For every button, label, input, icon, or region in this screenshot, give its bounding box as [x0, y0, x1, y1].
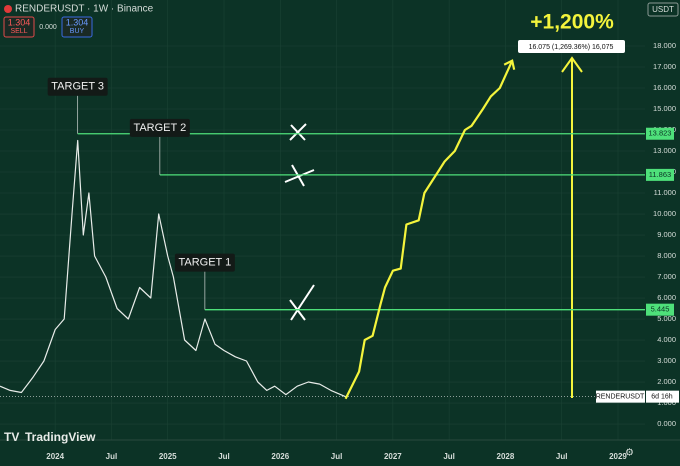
y-tick-label: 5.000	[657, 314, 676, 323]
y-tick-label: 16.000	[653, 83, 676, 92]
annotation-box	[174, 253, 235, 272]
sell-label: SELL	[10, 28, 27, 35]
y-tick-label: 4.000	[657, 335, 676, 344]
symbol-icon	[4, 5, 12, 13]
y-tick-label: 3.000	[657, 356, 676, 365]
projection-arrowhead	[503, 59, 516, 70]
y-tick-label: 8.000	[657, 251, 676, 260]
buy-button[interactable]	[61, 16, 93, 38]
settings-icon[interactable]: ⚙	[625, 448, 634, 459]
x-tick-label: 2027	[384, 452, 402, 461]
x-tick-label: 2029	[609, 452, 627, 461]
vertical-arrow	[561, 56, 583, 398]
y-tick-label: 10.000	[653, 209, 676, 218]
y-tick-label: 18.000	[653, 41, 676, 50]
y-tick-label: 15.000	[653, 104, 676, 113]
currency: USDT	[652, 5, 674, 14]
buy-label: BUY	[70, 28, 85, 35]
last-price-timer: 6d 16h	[651, 393, 673, 400]
level-label: 13.823	[649, 129, 672, 138]
level-label: 11.863	[649, 170, 671, 179]
annotation-label: TARGET 3	[51, 81, 104, 93]
level-chip	[646, 303, 674, 316]
annotation-box	[129, 118, 190, 137]
annotation-label: TARGET 2	[133, 122, 186, 134]
measure-box	[518, 40, 625, 53]
cross	[289, 123, 307, 141]
x-tick-label: Jul	[331, 452, 343, 461]
projection-line	[344, 60, 514, 400]
x-tick-label: Jul	[443, 452, 455, 461]
price-line	[0, 139, 346, 398]
level-label: 5.445	[651, 305, 670, 314]
annotation-label: TARGET 1	[178, 257, 231, 269]
y-tick-label: 17.000	[653, 62, 676, 71]
level-chip	[646, 168, 674, 181]
price-axis	[645, 0, 680, 466]
x-tick-label: Jul	[218, 452, 230, 461]
brand-logo: TV	[4, 430, 19, 444]
y-tick-label: 7.000	[657, 272, 676, 281]
y-tick-label: 2.000	[657, 377, 676, 386]
level-chip	[646, 127, 674, 140]
sell-button[interactable]	[3, 16, 35, 38]
measure-label: 16.075 (1,269.36%) 16,075	[529, 44, 614, 51]
x-tick-label: 2025	[159, 452, 177, 461]
x-tick-label: 2026	[271, 452, 289, 461]
y-tick-label: 13.000	[653, 146, 676, 155]
gain-label: +1,200%	[530, 11, 614, 34]
brand: TradingView	[25, 430, 96, 444]
symbol: RENDERUSDT · 1W · Binance	[15, 4, 154, 15]
y-tick-label: 6.000	[657, 293, 676, 302]
currency-select[interactable]	[647, 2, 679, 17]
y-tick-label: 9.000	[657, 230, 676, 239]
buy-price: 1.304	[66, 17, 89, 27]
last-price-chip	[596, 390, 645, 403]
last-price-name: RENDERUSDT	[596, 393, 645, 400]
y-tick-label: 11.000	[654, 188, 676, 197]
x-tick-label: 2024	[46, 452, 64, 461]
x-tick-label: Jul	[106, 452, 118, 461]
y-tick-label: 0.000	[657, 419, 676, 428]
arrow-head	[561, 56, 583, 73]
annotation-box	[47, 77, 108, 96]
spread: 0.000	[39, 24, 57, 31]
last-price-timer-chip	[646, 390, 679, 403]
x-tick-label: Jul	[556, 452, 568, 461]
sell-price: 1.304	[8, 17, 31, 27]
x-tick-label: 2028	[497, 452, 515, 461]
